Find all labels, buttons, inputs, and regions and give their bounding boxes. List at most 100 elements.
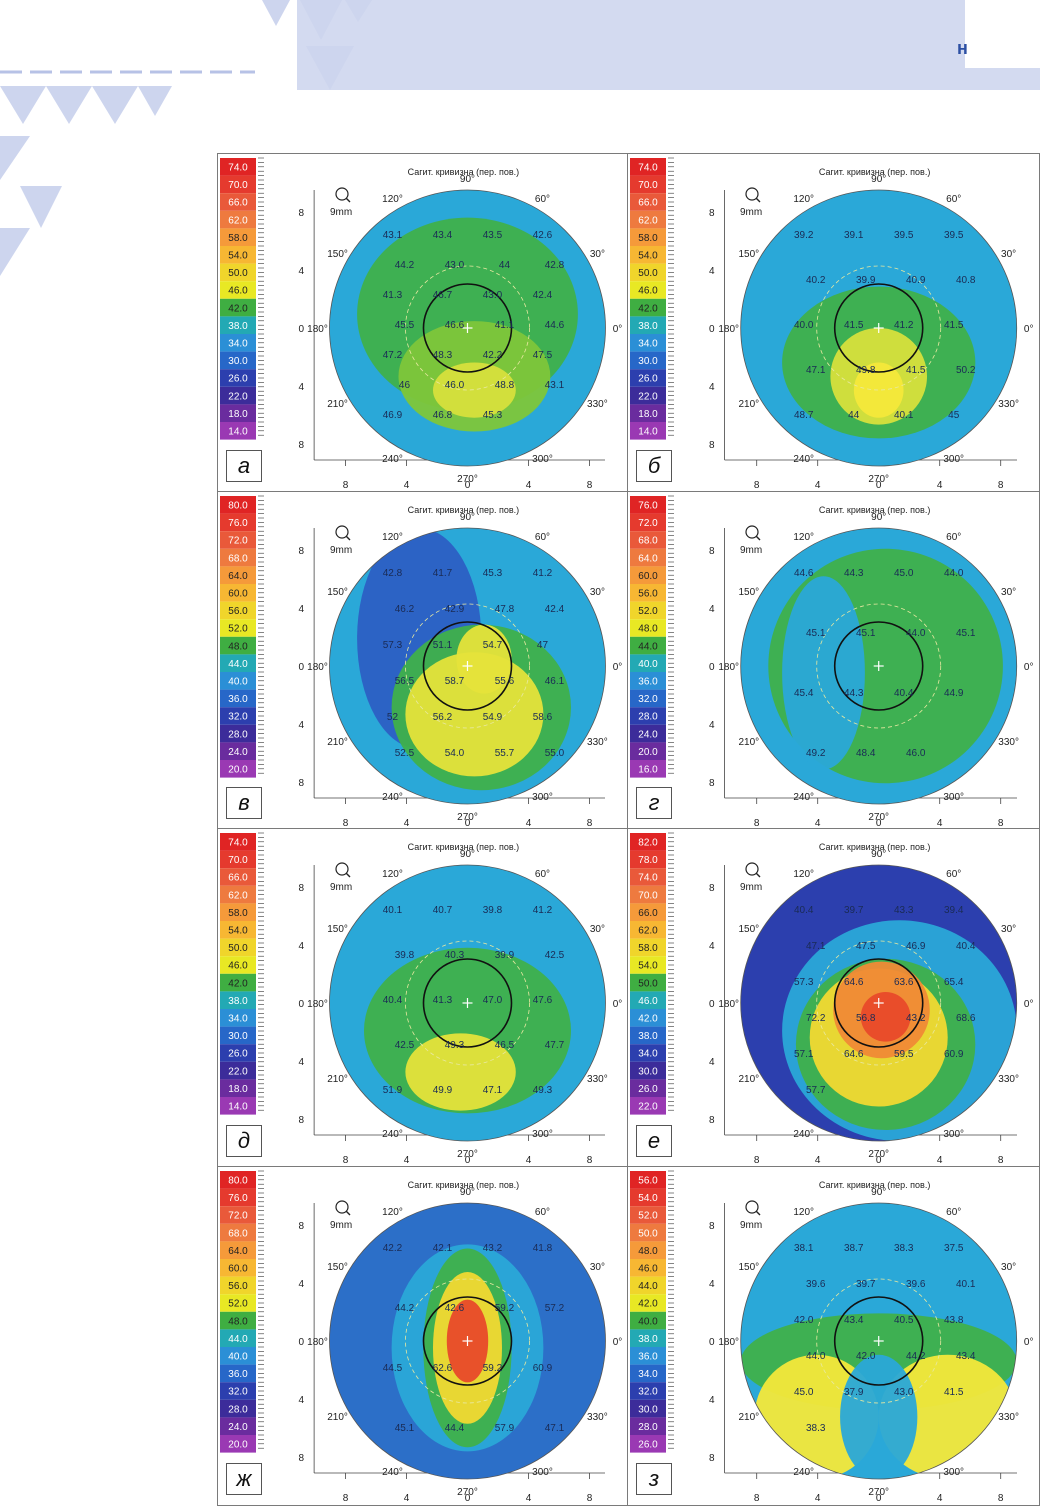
- curvature-value: 47: [537, 640, 549, 651]
- scale-cell: [220, 584, 256, 602]
- scale-cell: [220, 334, 256, 352]
- scale-cell: [220, 1259, 256, 1277]
- zoom-icon[interactable]: [745, 1200, 759, 1214]
- zoom-icon[interactable]: [745, 862, 759, 876]
- scale-cell: [630, 175, 666, 194]
- scale-cell: [630, 601, 666, 620]
- scale-cell: [220, 742, 256, 760]
- scale-cell: [630, 1223, 666, 1242]
- scale-label: 30.0: [638, 1404, 658, 1415]
- scale-label: 30.0: [228, 1031, 248, 1042]
- curvature-value: 39.6: [806, 1279, 826, 1290]
- scale-label: 48.0: [228, 1316, 248, 1327]
- y-tick: 8: [299, 778, 305, 789]
- zoom-icon[interactable]: [745, 187, 759, 201]
- y-tick: 8: [299, 546, 305, 557]
- scale-cell: [220, 566, 256, 584]
- zoom-icon[interactable]: [335, 187, 349, 201]
- angle-label: 150°: [327, 924, 348, 935]
- angle-label: 270°: [868, 1149, 889, 1160]
- scale-cell: [630, 1009, 666, 1027]
- scale-label: 46.0: [638, 286, 658, 297]
- curvature-value: 44.3: [844, 688, 864, 699]
- topography-panel-d: 74.0 70.0 66.0 62.0 58.0 54.0 50.0 46.0 42.0 38.0…: [217, 828, 628, 1168]
- map-title: Сагит. кривизна (пер. пов.): [819, 167, 930, 177]
- zoom-icon[interactable]: [335, 862, 349, 876]
- zoom-icon[interactable]: [335, 525, 349, 539]
- angle-label: 300°: [943, 1129, 964, 1140]
- curvature-value: 47.1: [483, 1085, 503, 1096]
- curvature-value: 41.8: [533, 1243, 553, 1254]
- scale-label: 36.0: [638, 1352, 658, 1363]
- angle-label: 0°: [1024, 324, 1034, 335]
- scale-cell: [220, 1364, 256, 1383]
- scale-label: 46.0: [228, 286, 248, 297]
- scale-label: 14.0: [638, 427, 658, 438]
- curvature-value: 43.5: [483, 230, 503, 241]
- scale-cell: [220, 1347, 256, 1365]
- curvature-value: 43.2: [483, 1243, 503, 1254]
- y-tick: 4: [299, 720, 305, 731]
- angle-label: 120°: [382, 194, 403, 205]
- curvature-value: 64.6: [844, 1049, 864, 1060]
- x-tick: 8: [343, 818, 349, 829]
- scale-cell: [220, 422, 256, 440]
- angle-label: 120°: [382, 869, 403, 880]
- panel-caption: в: [226, 787, 262, 819]
- x-tick: 4: [815, 1493, 821, 1504]
- scale-cell: [630, 1188, 666, 1207]
- scale-cell: [630, 1097, 666, 1115]
- y-tick: 4: [299, 1279, 305, 1290]
- curvature-value: 47.6: [533, 995, 553, 1006]
- scale-label: 76.0: [638, 501, 658, 512]
- curvature-value: 44.0: [906, 628, 926, 639]
- scale-label: 52.0: [638, 606, 658, 617]
- scale-cell: [220, 175, 256, 194]
- curvature-value: 39.7: [844, 905, 864, 916]
- y-tick: 0: [709, 324, 715, 335]
- curvature-value: 42.5: [395, 1040, 415, 1051]
- scale-label: 38.0: [228, 321, 248, 332]
- scale-cell: [220, 956, 256, 974]
- curvature-value: 39.4: [944, 905, 964, 916]
- curvature-value: 60.9: [944, 1049, 964, 1060]
- y-tick: 4: [709, 941, 715, 952]
- zoom-icon[interactable]: [745, 525, 759, 539]
- scale-label: 34.0: [638, 1049, 658, 1060]
- x-tick: 4: [815, 480, 821, 491]
- angle-label: 300°: [532, 1467, 553, 1478]
- curvature-value: 41.5: [906, 365, 926, 376]
- curvature-value: 49.2: [806, 748, 826, 759]
- scale-label: 18.0: [228, 1084, 248, 1095]
- scale-cell: [630, 566, 666, 584]
- scale-label: 50.0: [228, 943, 248, 954]
- x-tick: 4: [526, 1155, 532, 1166]
- curvature-value: 51.9: [383, 1085, 403, 1096]
- scale-label: 22.0: [228, 391, 248, 402]
- scale-cell: [630, 973, 666, 992]
- angle-label: 240°: [382, 792, 403, 803]
- zoom-icon[interactable]: [335, 1200, 349, 1214]
- scale-cell: [220, 351, 256, 370]
- pupil-ring: [833, 958, 924, 1048]
- scale-label: 52.0: [638, 1211, 658, 1222]
- curvature-value: 44.4: [445, 1423, 465, 1434]
- curvature-value: 44.2: [906, 1351, 926, 1362]
- curvature-value: 47.5: [533, 350, 553, 361]
- curvature-value: 38.7: [844, 1243, 864, 1254]
- scale-cell: [220, 1009, 256, 1027]
- panel-caption: д: [226, 1125, 262, 1157]
- curvature-value: 41.5: [944, 1387, 964, 1398]
- curvature-value: 40.1: [383, 905, 403, 916]
- curvature-value: 41.5: [844, 320, 864, 331]
- scale-cell: [630, 903, 666, 921]
- map-title: Сагит. кривизна (пер. пов.): [408, 167, 519, 177]
- angle-label: 0°: [613, 1337, 623, 1348]
- angle-label: 30°: [590, 249, 605, 260]
- scale-cell: [630, 351, 666, 370]
- scale-label: 46.0: [638, 1264, 658, 1275]
- curvature-value: 45.1: [956, 628, 976, 639]
- scale-cell: [630, 404, 666, 422]
- scale-cell: [220, 833, 256, 851]
- curvature-value: 43.1: [545, 380, 565, 391]
